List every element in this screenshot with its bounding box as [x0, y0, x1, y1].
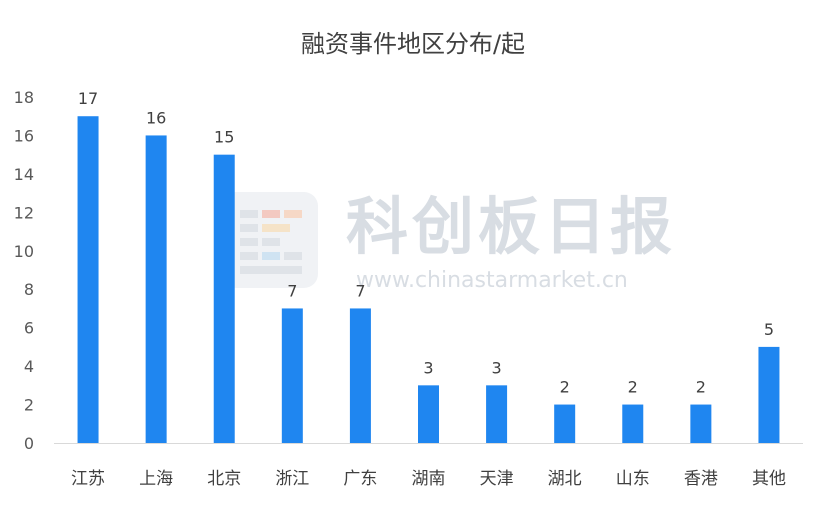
bar-5	[349, 308, 371, 443]
bar-6	[418, 385, 439, 443]
y-tick-label: 18	[14, 88, 34, 107]
chart-title: 融资事件地区分布/起	[301, 30, 525, 58]
x-tick-label: 湖南	[412, 469, 446, 489]
y-tick-label: 8	[24, 280, 34, 299]
data-label: 15	[214, 128, 234, 147]
data-label: 3	[491, 358, 501, 377]
x-tick-label: 天津	[480, 469, 514, 489]
bar-2	[145, 135, 167, 443]
x-tick-label: 湖北	[548, 469, 582, 489]
y-tick-label: 2	[24, 396, 34, 415]
y-axis: 0 2 4 6 8 10 12 14 16 18	[14, 88, 34, 453]
bar-9	[622, 404, 644, 443]
y-tick-label: 4	[24, 357, 34, 376]
bar-3	[213, 154, 235, 443]
data-label: 2	[560, 378, 570, 397]
data-labels: 17 16 15 7 7 3 3 2 2 2 5	[78, 89, 774, 396]
data-label: 5	[764, 320, 774, 339]
x-tick-label: 上海	[139, 469, 173, 489]
y-tick-label: 10	[14, 242, 34, 261]
watermark: 科创板日报 www.chinastarmarket.cn	[222, 190, 676, 293]
x-axis: 江苏 上海 北京 浙江 广东 湖南 天津 湖北 山东 香港 其他	[54, 443, 803, 489]
bars	[77, 116, 780, 443]
bar-11	[758, 346, 780, 443]
x-tick-label: 北京	[207, 469, 241, 489]
data-label: 7	[287, 281, 297, 300]
x-tick-label: 山东	[616, 469, 650, 489]
y-tick-label: 6	[24, 319, 34, 338]
data-label: 17	[78, 89, 98, 108]
data-label: 16	[146, 108, 166, 127]
data-label: 2	[628, 378, 638, 397]
watermark-url: www.chinastarmarket.cn	[356, 268, 628, 293]
kechuang-logo-icon	[222, 192, 318, 288]
x-tick-label: 江苏	[71, 469, 105, 489]
bar-8	[554, 404, 576, 443]
y-tick-label: 12	[14, 203, 34, 222]
bar-1	[77, 116, 99, 443]
y-tick-label: 16	[14, 126, 34, 145]
data-label: 7	[355, 281, 365, 300]
x-tick-label: 浙江	[275, 469, 309, 489]
data-label: 3	[423, 358, 433, 377]
y-tick-label: 14	[14, 165, 34, 184]
y-tick-label: 0	[24, 434, 34, 453]
bar-10	[690, 404, 712, 443]
x-tick-label: 其他	[752, 469, 786, 489]
x-tick-label: 香港	[684, 469, 718, 489]
x-tick-label: 广东	[343, 469, 377, 489]
bar-4	[281, 308, 303, 443]
watermark-name: 科创板日报	[346, 190, 676, 263]
data-label: 2	[696, 378, 706, 397]
bar-7	[486, 385, 508, 443]
